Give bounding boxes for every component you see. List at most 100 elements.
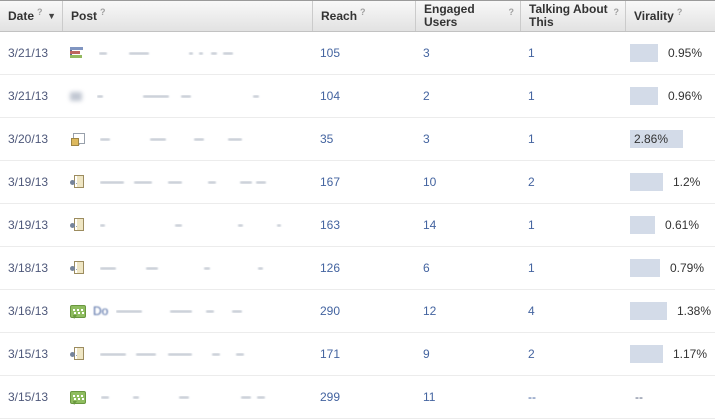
post-date-cell: 3/16/13 — [8, 304, 49, 318]
help-icon[interactable]: ? — [37, 7, 43, 17]
virality-value: 1.2% — [673, 175, 701, 189]
column-label: Date — [8, 8, 35, 23]
talking-about-this-cell: 2 — [528, 175, 535, 189]
post-cell[interactable] — [62, 261, 312, 275]
redacted-post-text — [97, 94, 302, 98]
post-cell[interactable] — [62, 390, 312, 405]
talking-about-this-cell: 1 — [528, 46, 535, 60]
column-label: Post — [71, 8, 98, 23]
post-cell[interactable] — [62, 218, 312, 232]
virality-bar — [630, 44, 658, 62]
virality-cell: 2.86% — [625, 130, 715, 148]
link-icon — [70, 261, 85, 275]
virality-value: 1.38% — [677, 304, 712, 318]
post-date-cell: 3/21/13 — [8, 89, 49, 103]
link-icon — [70, 218, 85, 232]
link-icon — [70, 175, 85, 189]
reach-cell: 104 — [320, 89, 341, 103]
virality-bar: 2.86% — [630, 130, 683, 148]
post-cell[interactable] — [62, 91, 312, 101]
post-cell[interactable] — [62, 175, 312, 189]
talking-about-this-cell: 1 — [528, 261, 535, 275]
table-row: 3/19/13 163 14 1 0.61% — [0, 204, 715, 247]
post-text-visible-prefix: Do — [93, 304, 109, 318]
table-row: 3/20/13 35 3 1 2.86% — [0, 118, 715, 161]
column-header-date[interactable]: Date ? ▼ — [0, 1, 62, 31]
column-header-reach[interactable]: Reach ? — [312, 1, 415, 31]
table-row: 3/16/13 Do 290 12 4 1.38% — [0, 290, 715, 333]
engaged-users-cell: 2 — [423, 89, 430, 103]
engaged-users-cell: 3 — [423, 132, 430, 146]
table-row: 3/19/13 167 10 2 1.2% — [0, 161, 715, 204]
talking-about-this-cell: 1 — [528, 132, 535, 146]
help-icon[interactable]: ? — [613, 7, 620, 17]
redacted-post-text — [101, 395, 306, 399]
virality-value: 0.95% — [668, 46, 703, 60]
sort-desc-icon[interactable]: ▼ — [47, 10, 56, 21]
blurred-post-icon — [70, 91, 82, 101]
redacted-post-text — [100, 352, 305, 356]
post-cell[interactable] — [62, 132, 312, 146]
column-header-engaged-users[interactable]: Engaged Users ? — [415, 1, 520, 31]
photo-icon — [70, 132, 85, 146]
post-cell[interactable] — [62, 347, 312, 361]
column-label: Virality — [634, 8, 674, 23]
table-row: 3/15/13 171 9 2 1.17% — [0, 333, 715, 376]
engaged-users-cell: 3 — [423, 46, 430, 60]
post-date-cell: 3/20/13 — [8, 132, 49, 146]
reach-cell: 105 — [320, 46, 341, 60]
column-label: Reach — [321, 8, 358, 23]
redacted-post-text — [100, 180, 305, 184]
reach-cell: 35 — [320, 132, 334, 146]
reach-cell: 171 — [320, 347, 341, 361]
virality-bar — [630, 345, 663, 363]
help-icon[interactable]: ? — [360, 7, 366, 17]
link-icon — [70, 347, 85, 361]
table-row: 3/18/13 126 6 1 0.79% — [0, 247, 715, 290]
engaged-users-cell: 12 — [423, 304, 437, 318]
help-icon[interactable]: ? — [508, 7, 515, 17]
virality-cell: 1.2% — [625, 173, 715, 191]
engaged-users-cell: 10 — [423, 175, 437, 189]
post-cell[interactable] — [62, 47, 312, 59]
virality-bar — [630, 173, 663, 191]
virality-cell: -- — [625, 390, 715, 404]
virality-bar — [630, 87, 658, 105]
virality-cell: 0.79% — [625, 259, 715, 277]
talking-about-this-cell: -- — [528, 390, 536, 404]
virality-value: -- — [635, 390, 643, 404]
help-icon[interactable]: ? — [676, 7, 683, 17]
reach-cell: 290 — [320, 304, 341, 318]
redacted-post-text — [100, 266, 305, 270]
table-body: 3/21/13 105 3 1 0.95% 3/21/13 104 2 — [0, 32, 715, 419]
column-header-virality[interactable]: Virality ? — [625, 1, 715, 31]
column-header-post[interactable]: Post ? — [62, 1, 312, 31]
virality-bar — [630, 216, 655, 234]
reach-cell: 126 — [320, 261, 341, 275]
column-header-talking-about-this[interactable]: Talking About This ? — [520, 1, 625, 31]
table-row: 3/21/13 104 2 1 0.96% — [0, 75, 715, 118]
column-label: Talking About This — [529, 2, 608, 29]
virality-cell: 1.17% — [625, 345, 715, 363]
talking-about-this-cell: 1 — [528, 218, 535, 232]
reach-cell: 167 — [320, 175, 341, 189]
engaged-users-cell: 9 — [423, 347, 430, 361]
post-date-cell: 3/21/13 — [8, 46, 49, 60]
virality-value: 0.61% — [665, 218, 700, 232]
table-row: 3/21/13 105 3 1 0.95% — [0, 32, 715, 75]
post-date-cell: 3/15/13 — [8, 347, 49, 361]
column-label: Engaged Users — [424, 2, 475, 29]
post-date-cell: 3/18/13 — [8, 261, 49, 275]
reach-cell: 299 — [320, 390, 341, 404]
engaged-users-cell: 14 — [423, 218, 437, 232]
post-cell[interactable]: Do — [62, 304, 312, 319]
post-date-cell: 3/19/13 — [8, 175, 49, 189]
question-chart-icon — [70, 47, 84, 59]
table-row: 3/15/13 299 11 -- -- — [0, 376, 715, 419]
help-icon[interactable]: ? — [100, 7, 106, 17]
reach-cell: 163 — [320, 218, 341, 232]
talking-about-this-cell: 4 — [528, 304, 535, 318]
talking-about-this-cell: 1 — [528, 89, 535, 103]
redacted-post-text — [116, 309, 312, 313]
